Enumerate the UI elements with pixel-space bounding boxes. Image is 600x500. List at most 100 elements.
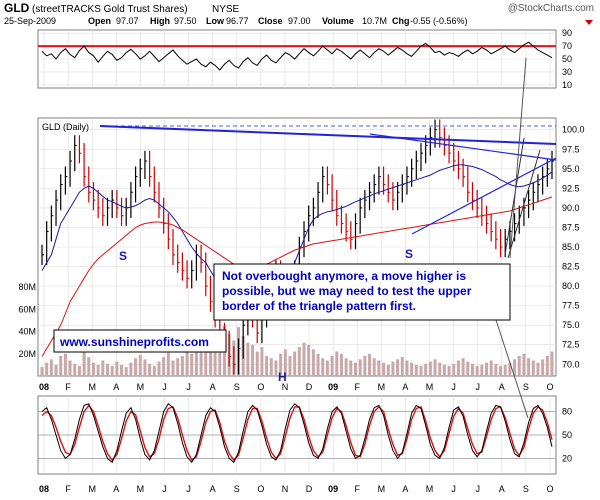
price-bar <box>354 213 358 250</box>
volume-bar <box>344 358 348 376</box>
price-bar <box>387 174 391 203</box>
price-bar <box>546 158 550 187</box>
price-bar <box>312 197 316 226</box>
price-bar <box>172 229 176 265</box>
x-tick-label: A <box>499 382 505 392</box>
volume-bar <box>63 353 67 376</box>
ma-slow-line <box>41 196 553 357</box>
price-bar <box>177 244 180 273</box>
volume-bar <box>405 360 409 376</box>
price-bar <box>191 260 194 289</box>
volume-bar <box>330 356 334 376</box>
x-tick-label-bottom: A <box>499 484 505 494</box>
volume-bar <box>508 362 512 376</box>
price-bar <box>415 150 419 179</box>
price-bar <box>537 174 540 203</box>
stoch-slow-line <box>41 404 553 462</box>
volume-value: 10.7M <box>362 16 387 26</box>
stoch-y-tick-label: 20 <box>562 453 572 463</box>
volume-bar <box>527 358 531 376</box>
axis-tick-labels: 08 08 F F M M A A M M J J J J A A S S O O N N D D 09 09 F F M M A A M M J J… <box>18 28 584 494</box>
website-link[interactable]: www.sunshineprofits.com <box>59 335 209 349</box>
price-bar <box>378 166 381 195</box>
price-y-tick-label: 77.5 <box>562 301 580 311</box>
open-label: Open <box>88 16 111 26</box>
volume-bar <box>522 353 526 376</box>
price-bar <box>495 221 498 250</box>
rsi-y-tick-label: 10 <box>562 80 572 90</box>
volume-bar <box>269 358 273 376</box>
triangle-upper-border <box>99 125 557 145</box>
x-tick-label-bottom: D <box>306 484 313 494</box>
volume-bar <box>513 359 517 376</box>
volume-bar <box>124 367 128 376</box>
security-name: (streetTRACKS Gold Trust Shares) <box>32 4 188 15</box>
price-bar <box>50 205 54 242</box>
volume-bar <box>49 359 53 376</box>
price-bar <box>453 143 456 172</box>
volume-bar <box>138 354 142 376</box>
x-tick-label: 09 <box>328 382 338 392</box>
volume-bar <box>297 347 301 376</box>
x-tick-label-bottom: 09 <box>328 484 338 494</box>
x-tick-label-bottom: A <box>113 484 119 494</box>
low-value: 96.77 <box>226 16 249 26</box>
volume-bar <box>194 351 198 376</box>
volume-bar <box>461 358 465 376</box>
down-arrow-icon <box>585 20 593 25</box>
price-bar <box>83 143 87 187</box>
change-label: Chg <box>392 16 410 26</box>
x-tick-label: M <box>88 382 96 392</box>
rsi-line <box>41 41 553 71</box>
volume-bar <box>45 362 49 376</box>
price-y-tick-label: 100.0 <box>562 125 585 135</box>
x-tick-label-bottom: 08 <box>39 484 49 494</box>
volume-bar <box>143 359 147 376</box>
volume-bar <box>517 356 521 376</box>
price-bar <box>144 150 147 179</box>
rsi-y-tick-label: 50 <box>562 54 572 64</box>
volume-bar <box>503 364 507 376</box>
price-bar <box>120 197 124 226</box>
x-tick-label: S <box>523 382 529 392</box>
price-bar <box>237 338 241 375</box>
annotation-line: Not overbought anymore, a move higher is <box>222 269 466 283</box>
x-tick-label-bottom: A <box>402 484 408 494</box>
volume-bar <box>368 353 372 376</box>
x-tick-label-bottom: J <box>475 484 480 494</box>
volume-bar <box>321 358 325 376</box>
volume-bar <box>190 353 194 376</box>
volume-bar <box>171 360 175 376</box>
price-bar <box>396 182 400 211</box>
volume-bar <box>335 351 339 376</box>
x-tick-label-bottom: M <box>378 484 386 494</box>
price-bar <box>130 182 133 219</box>
volume-bar <box>494 363 498 376</box>
price-bar <box>499 229 503 258</box>
x-tick-label-bottom: M <box>426 484 434 494</box>
price-y-tick-label: 92.5 <box>562 183 580 193</box>
price-bar <box>78 135 82 164</box>
price-bar <box>228 330 232 367</box>
volume-bar <box>40 367 44 376</box>
rsi-y-tick-label: 30 <box>562 67 572 77</box>
pointer-line-4 <box>495 319 529 419</box>
ticker-symbol: GLD <box>4 1 30 15</box>
price-y-tick-label: 95.0 <box>562 164 580 174</box>
x-tick-label-bottom: N <box>282 484 289 494</box>
volume-bar <box>307 344 311 376</box>
price-bar <box>331 174 335 211</box>
price-bar <box>64 166 68 195</box>
price-y-tick-label: 72.5 <box>562 340 580 350</box>
volume-bar <box>293 351 297 376</box>
volume-bar <box>480 364 484 376</box>
price-y-tick-label: 80.0 <box>562 281 580 291</box>
price-bar <box>373 174 377 203</box>
price-bar <box>308 205 311 242</box>
x-tick-label: F <box>354 382 360 392</box>
volume-bar <box>54 364 58 376</box>
price-bar <box>88 166 91 203</box>
volume-y-tick-label: 80M <box>18 282 36 292</box>
volume-bar <box>279 353 283 376</box>
volume-bar <box>536 362 540 376</box>
